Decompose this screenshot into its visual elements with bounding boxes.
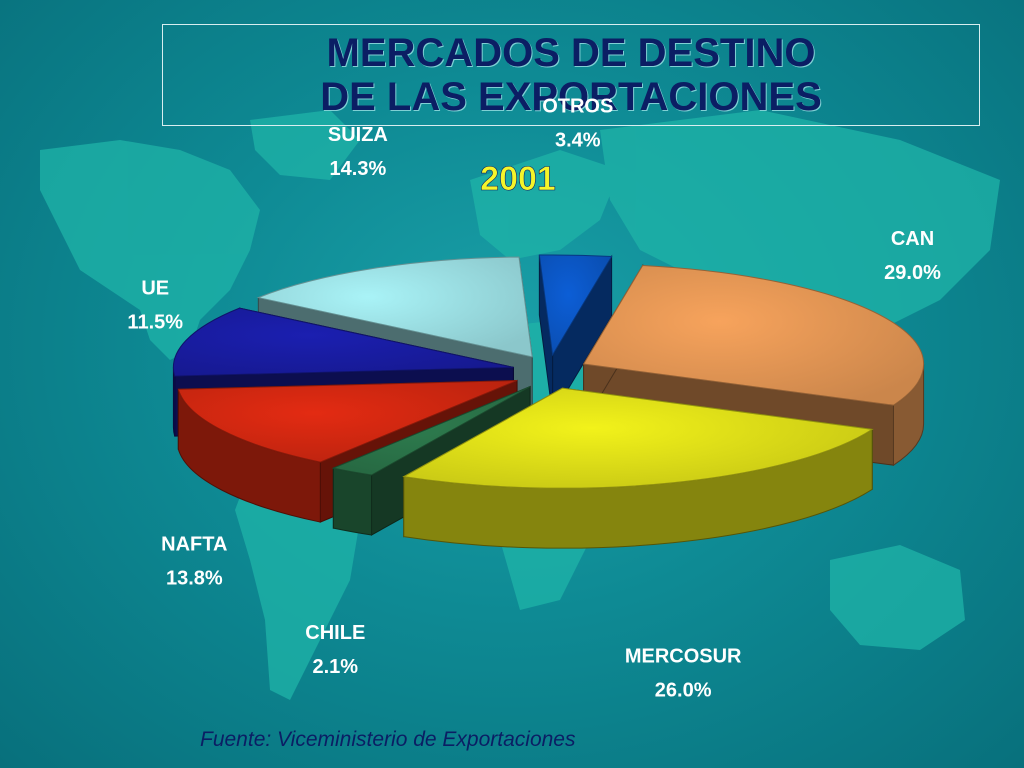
australia-shape bbox=[830, 545, 965, 650]
slice-ue bbox=[172, 307, 514, 377]
slice-label-nafta: NAFTA 13.8% bbox=[161, 533, 227, 589]
title-box: MERCADOS DE DESTINO DE LAS EXPORTACIONES bbox=[162, 24, 980, 126]
slice-mercosur bbox=[402, 387, 874, 489]
slice-category-label: SUIZA bbox=[328, 124, 388, 146]
slide-title-line-2: DE LAS EXPORTACIONES bbox=[320, 75, 822, 119]
slice-otros bbox=[538, 254, 613, 357]
slice-label-suiza: SUIZA 14.3% bbox=[328, 124, 388, 180]
chart-title: 2001 bbox=[480, 160, 556, 198]
slice-wall-chile bbox=[332, 467, 373, 536]
source-note: Fuente: Viceministerio de Exportaciones bbox=[200, 728, 576, 751]
slice-label-mercosur: MERCOSUR 26.0% bbox=[625, 645, 742, 701]
slide-title-line-1: MERCADOS DE DESTINO bbox=[326, 31, 816, 75]
slice-value-label: 14.3% bbox=[330, 158, 387, 180]
north-america-shape bbox=[40, 140, 260, 360]
asia-shape bbox=[600, 110, 1000, 340]
slice-value-label: 13.8% bbox=[166, 567, 223, 589]
slice-chile bbox=[331, 386, 531, 476]
pie-top-faces bbox=[172, 254, 925, 489]
greenland-shape bbox=[250, 110, 360, 180]
slice-category-label: CHILE bbox=[305, 622, 365, 644]
slice-category-label: CAN bbox=[891, 228, 934, 250]
slice-value-label: 3.4% bbox=[555, 130, 601, 152]
slice-category-label: NAFTA bbox=[161, 533, 227, 555]
slice-value-label: 11.5% bbox=[127, 311, 183, 333]
slice-category-label: OTROS bbox=[542, 96, 613, 118]
south-america-shape bbox=[235, 470, 360, 700]
slice-wall-ue bbox=[172, 367, 176, 437]
slice-suiza bbox=[256, 256, 533, 358]
slice-can bbox=[582, 265, 925, 406]
slice-label-ue: UE 11.5% bbox=[127, 277, 183, 333]
slice-nafta bbox=[177, 380, 518, 463]
slice-value-label: 2.1% bbox=[313, 656, 359, 678]
slice-category-label: MERCOSUR bbox=[625, 645, 742, 667]
slice-category-label: UE bbox=[141, 277, 169, 299]
slice-label-can: CAN 29.0% bbox=[884, 228, 941, 284]
slice-value-label: 29.0% bbox=[884, 262, 941, 284]
slice-label-otros: OTROS 3.4% bbox=[542, 96, 613, 152]
pie-labels: CAN 29.0% MERCOSUR 26.0% CHILE 2.1% NAFTA 13.8%… bbox=[127, 96, 941, 702]
europe-shape bbox=[470, 150, 620, 260]
slice-value-label: 26.0% bbox=[655, 679, 712, 701]
slice-label-chile: CHILE 2.1% bbox=[305, 622, 365, 678]
